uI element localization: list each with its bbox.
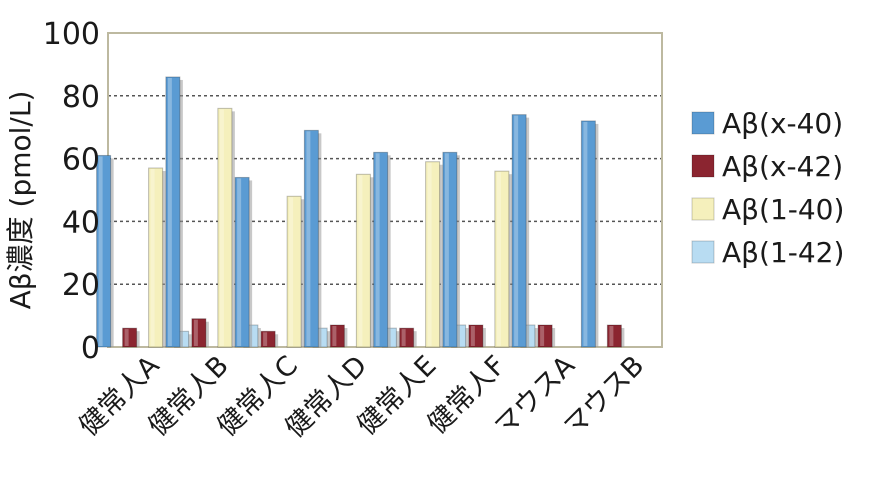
y-tick-label: 40 <box>62 205 100 240</box>
bar <box>122 327 138 348</box>
bar-highlight <box>219 109 224 346</box>
bar-highlight <box>263 332 268 346</box>
bars <box>96 76 625 348</box>
bar-highlight <box>496 172 501 346</box>
bar-highlight <box>237 178 242 346</box>
bar-highlight <box>193 319 198 346</box>
bar <box>148 167 164 348</box>
bar-highlight <box>375 153 380 346</box>
bar-highlight <box>401 329 406 346</box>
bar <box>303 129 319 348</box>
bar-highlight <box>358 175 363 346</box>
bar <box>442 151 458 348</box>
bar <box>329 324 345 348</box>
bar <box>165 76 181 348</box>
bar-highlight <box>332 326 337 346</box>
bar <box>96 154 112 348</box>
legend-swatch <box>691 154 715 178</box>
bar-highlight <box>470 326 475 346</box>
y-axis-ticks: 0 20 40 60 80 100 <box>43 17 100 366</box>
y-tick-label: 80 <box>62 80 100 115</box>
bar <box>373 151 389 348</box>
bar-highlight <box>427 162 432 346</box>
legend-swatch <box>691 240 715 264</box>
bar-highlight <box>444 153 449 346</box>
bar <box>217 107 233 348</box>
bar <box>537 324 553 348</box>
bar <box>511 114 527 348</box>
y-tick-label: 60 <box>62 143 100 178</box>
bar <box>260 330 276 348</box>
bar <box>234 176 250 348</box>
bar <box>191 318 207 348</box>
y-axis-title: Aβ濃度 (pmol/L) <box>4 91 37 310</box>
bar-highlight <box>609 326 614 346</box>
y-tick-label: 20 <box>62 268 100 303</box>
bar-highlight <box>514 115 519 346</box>
bar <box>355 173 371 348</box>
bar-highlight <box>583 121 588 346</box>
legend-swatch <box>691 111 715 135</box>
bar <box>606 324 622 348</box>
legend-swatch <box>691 197 715 221</box>
bar-highlight <box>124 329 129 346</box>
bar-highlight <box>150 169 155 346</box>
legend: Aβ(x-40) Aβ(x-42) Aβ(1-40) Aβ(1-42) <box>691 107 844 269</box>
bar-highlight <box>306 131 311 346</box>
bar-highlight <box>540 326 545 346</box>
y-tick-label: 0 <box>81 331 100 366</box>
bar-highlight <box>98 156 103 346</box>
bar-highlight <box>289 197 294 346</box>
legend-label: Aβ(x-40) <box>722 107 843 140</box>
bar <box>399 327 415 348</box>
legend-label: Aβ(1-40) <box>722 193 844 226</box>
bar <box>580 120 596 348</box>
bar-highlight <box>167 77 172 347</box>
bar <box>425 161 441 348</box>
bar <box>468 324 484 348</box>
bar <box>494 170 510 348</box>
y-tick-label: 100 <box>43 17 100 52</box>
legend-label: Aβ(x-42) <box>722 150 843 183</box>
legend-label: Aβ(1-42) <box>722 236 844 269</box>
bar <box>286 195 302 348</box>
